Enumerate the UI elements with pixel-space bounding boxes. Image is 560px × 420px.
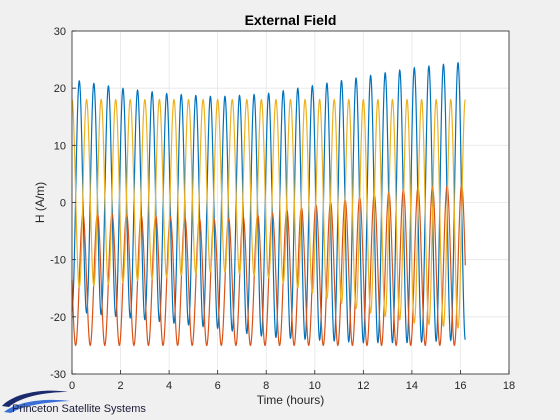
x-tick-label: 14 — [406, 380, 418, 392]
x-tick-label: 6 — [215, 380, 221, 392]
x-tick-label: 12 — [357, 380, 369, 392]
x-tick-label: 4 — [166, 380, 172, 392]
y-tick-label: 30 — [54, 26, 66, 38]
y-tick-label: -20 — [50, 312, 66, 324]
x-tick-label: 18 — [503, 380, 515, 392]
y-tick-label: 20 — [54, 83, 66, 95]
y-tick-label: -30 — [50, 369, 66, 381]
y-tick-label: 10 — [54, 140, 66, 152]
logo-swoosh-dark-icon — [2, 390, 68, 407]
y-tick-label: 0 — [60, 198, 66, 210]
series-group — [71, 61, 466, 347]
x-tick-label: 0 — [69, 380, 75, 392]
pss-logo: Princeton Satellite Systems — [2, 390, 146, 415]
ticks: 0 2 4 6 8 10 12 14 16 18 -30 -20 -10 0 10 20 30 — [50, 26, 515, 392]
y-tick-label: -10 — [50, 255, 66, 267]
series-blue — [71, 61, 466, 344]
y-axis-label: H (A/m) — [33, 182, 47, 223]
x-axis-label: Time (hours) — [257, 393, 325, 407]
logo-swoosh-light-icon — [4, 399, 70, 413]
x-tick-label: 2 — [117, 380, 123, 392]
x-tick-label: 16 — [454, 380, 466, 392]
chart-title: External Field — [245, 12, 337, 28]
x-tick-label: 8 — [263, 380, 269, 392]
series-yellow — [71, 98, 466, 329]
logo-text: Princeton Satellite Systems — [12, 403, 146, 415]
x-tick-label: 10 — [309, 380, 321, 392]
